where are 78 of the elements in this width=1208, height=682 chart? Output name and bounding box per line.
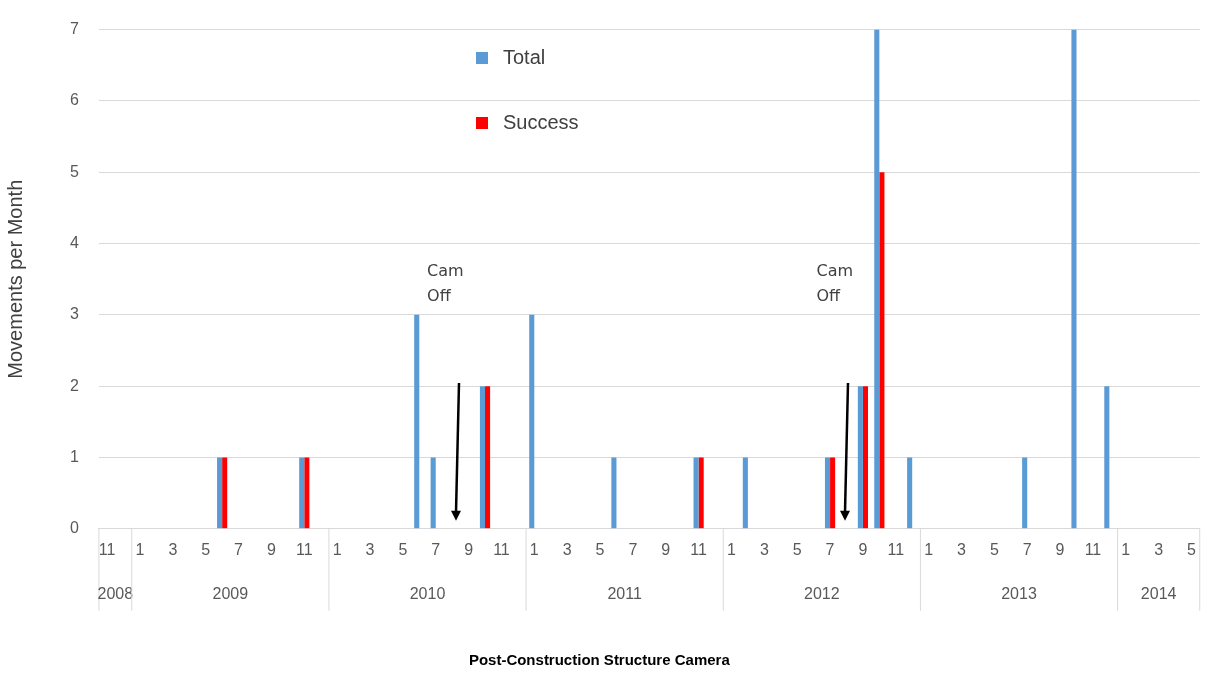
legend-label: Success [503, 110, 579, 133]
bar [857, 386, 863, 529]
bar [611, 457, 617, 529]
bar [529, 314, 535, 529]
bar [485, 386, 491, 529]
x-tick-label: 5 [595, 540, 605, 558]
x-tick-label: 5 [398, 540, 408, 558]
x-tick-label: 1 [727, 540, 737, 558]
y-tick-label: 3 [69, 305, 79, 323]
x-tick-label: 9 [858, 540, 868, 558]
bar [304, 457, 310, 529]
bar [217, 457, 223, 529]
bar [907, 457, 913, 529]
x-tick-label: 5 [792, 540, 802, 558]
bar [1071, 29, 1077, 529]
bar [222, 457, 228, 529]
y-tick-label: 2 [69, 376, 79, 394]
y-tick-label: 1 [69, 447, 79, 465]
x-tick-label: 3 [759, 540, 769, 558]
y-tick-label: 4 [69, 233, 79, 251]
text: Post-Construction Structure Camera [468, 650, 731, 668]
bar [479, 386, 486, 529]
x-tick-label: 7 [234, 540, 244, 558]
x-tick-label: 1 [924, 540, 934, 558]
text: 2010 [409, 585, 446, 603]
x-tick-label: 5 [201, 540, 211, 558]
x-tick-label: 7 [825, 540, 835, 558]
y-axis-title: Movements per Month [3, 179, 26, 379]
x-tick-label: 1 [1121, 540, 1131, 558]
bar [824, 457, 831, 529]
y-tick-label: 0 [69, 519, 79, 537]
x-tick-label: 11 [295, 540, 313, 558]
bar [1022, 457, 1028, 529]
bar [693, 457, 699, 529]
x-tick-label: 3 [1154, 540, 1164, 558]
x-tick-label: 1 [332, 540, 342, 558]
x-tick-label: 11 [493, 540, 510, 558]
x-tick-label: 3 [957, 540, 967, 558]
x-tick-label: 3 [365, 540, 375, 558]
y-tick-label: 5 [69, 162, 79, 180]
text: 2009 [212, 585, 249, 603]
x-tick-label: 1 [529, 540, 539, 558]
x-tick-label: 7 [431, 540, 441, 558]
x-tick-label: 9 [1055, 540, 1065, 558]
x-tick-label: 1 [135, 540, 145, 558]
x-tick-label: 7 [628, 540, 638, 558]
legend-label: Total [503, 45, 546, 68]
x-tick-label: 9 [661, 540, 671, 558]
x-tick-label: 3 [168, 540, 178, 558]
text: 2008 [97, 585, 134, 603]
text: 2012 [804, 585, 840, 603]
bar [830, 457, 836, 529]
bar [879, 172, 885, 529]
y-tick-label: 6 [69, 91, 79, 109]
x-tick-label: 11 [690, 540, 708, 558]
x-tick-label: 5 [989, 540, 999, 558]
x-tick-label: 5 [1187, 540, 1197, 558]
bar [742, 457, 748, 529]
x-tick-label: 11 [98, 540, 116, 558]
bar [1104, 386, 1110, 529]
bar [414, 314, 420, 529]
bar [698, 457, 704, 529]
bar [299, 457, 305, 529]
x-tick-label: 11 [887, 540, 905, 558]
annotation: Cam Off [427, 261, 464, 306]
text: 2013 [1001, 585, 1037, 603]
text: 2011 [607, 585, 642, 603]
text: 2014 [1140, 585, 1177, 603]
bar [430, 457, 436, 529]
bar [874, 29, 880, 529]
x-tick-label: 11 [1084, 540, 1102, 558]
annotation: Cam Off [816, 261, 854, 306]
x-tick-label: 7 [1022, 540, 1032, 558]
x-tick-label: 3 [562, 540, 572, 558]
y-tick-label: 7 [69, 20, 79, 38]
bar [862, 386, 869, 529]
x-tick-label: 9 [464, 540, 474, 558]
x-tick-label: 9 [266, 540, 276, 558]
